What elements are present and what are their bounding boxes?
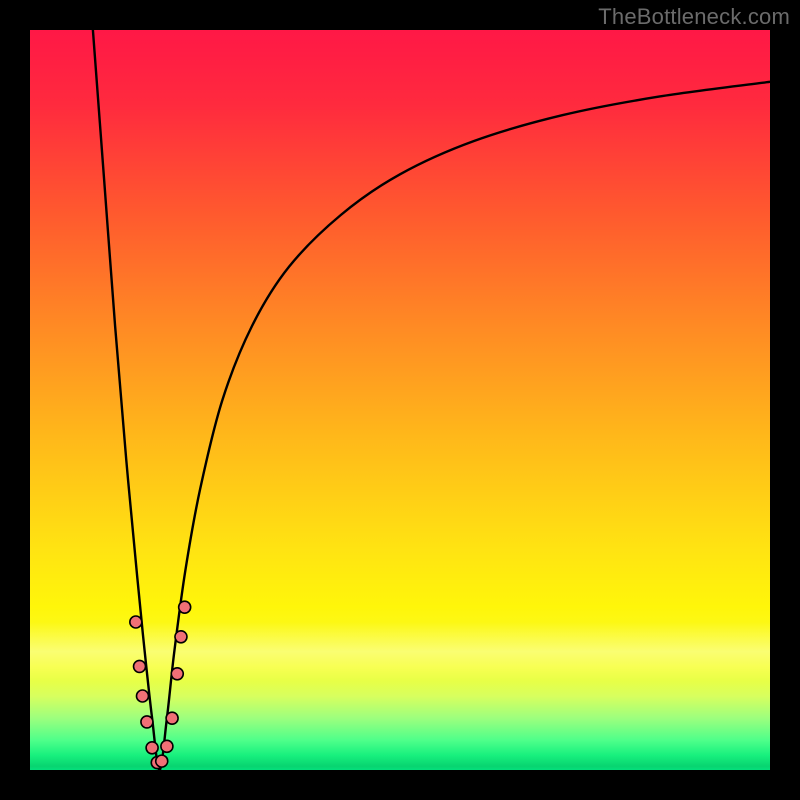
data-marker <box>130 616 142 628</box>
data-marker <box>141 716 153 728</box>
data-marker <box>146 742 158 754</box>
bottleneck-chart <box>30 30 770 770</box>
watermark-text: TheBottleneck.com <box>598 4 790 30</box>
data-marker <box>136 690 148 702</box>
data-marker <box>156 755 168 767</box>
data-marker <box>175 631 187 643</box>
data-marker <box>161 740 173 752</box>
data-marker <box>134 660 146 672</box>
data-marker <box>166 712 178 724</box>
data-marker <box>179 601 191 613</box>
data-marker <box>171 668 183 680</box>
stage: TheBottleneck.com <box>0 0 800 800</box>
